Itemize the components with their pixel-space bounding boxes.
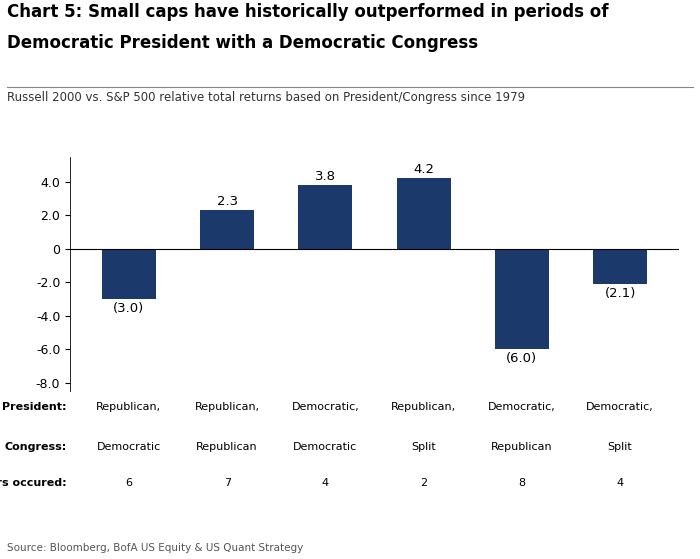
Text: Republican: Republican xyxy=(491,442,553,452)
Text: Democratic,: Democratic, xyxy=(586,402,654,413)
Text: President:: President: xyxy=(2,402,66,413)
Text: Republican,: Republican, xyxy=(97,402,162,413)
Text: Democratic: Democratic xyxy=(97,442,161,452)
Text: 7: 7 xyxy=(223,478,231,488)
Text: Democratic President with a Democratic Congress: Democratic President with a Democratic C… xyxy=(7,34,478,51)
Text: 3.8: 3.8 xyxy=(315,170,336,183)
Bar xyxy=(593,249,647,284)
Text: Democratic,: Democratic, xyxy=(488,402,556,413)
Text: # yrs occured:: # yrs occured: xyxy=(0,478,66,488)
Text: (3.0): (3.0) xyxy=(113,302,145,315)
Text: Split: Split xyxy=(608,442,632,452)
Text: Split: Split xyxy=(411,442,436,452)
Text: Democratic,: Democratic, xyxy=(291,402,359,413)
Text: Chart 5: Small caps have historically outperformed in periods of: Chart 5: Small caps have historically ou… xyxy=(7,3,608,21)
Text: Republican: Republican xyxy=(196,442,258,452)
Bar xyxy=(298,185,352,249)
Bar xyxy=(495,249,549,349)
Text: (2.1): (2.1) xyxy=(604,287,636,300)
Bar xyxy=(102,249,156,299)
Text: 4: 4 xyxy=(617,478,624,488)
Text: 2: 2 xyxy=(420,478,427,488)
Text: Republican,: Republican, xyxy=(391,402,456,413)
Text: 2.3: 2.3 xyxy=(216,195,238,208)
Text: (6.0): (6.0) xyxy=(506,352,538,366)
Text: 6: 6 xyxy=(125,478,132,488)
Text: 4.2: 4.2 xyxy=(413,163,434,176)
Text: 8: 8 xyxy=(518,478,526,488)
Text: Source: Bloomberg, BofA US Equity & US Quant Strategy: Source: Bloomberg, BofA US Equity & US Q… xyxy=(7,543,303,553)
Bar xyxy=(397,178,451,249)
Text: Democratic: Democratic xyxy=(293,442,358,452)
Text: Congress:: Congress: xyxy=(4,442,66,452)
Text: Republican,: Republican, xyxy=(195,402,260,413)
Text: Russell 2000 vs. S&P 500 relative total returns based on President/Congress sinc: Russell 2000 vs. S&P 500 relative total … xyxy=(7,91,525,104)
Bar xyxy=(200,210,254,249)
Text: 4: 4 xyxy=(322,478,329,488)
